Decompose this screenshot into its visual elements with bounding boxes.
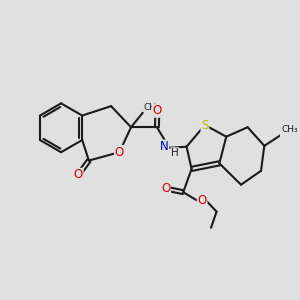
Text: O: O: [74, 169, 83, 182]
Text: O: O: [161, 182, 170, 195]
Text: CH₃: CH₃: [281, 125, 298, 134]
Text: O: O: [197, 194, 207, 207]
Text: CH₃: CH₃: [144, 103, 160, 112]
Text: N: N: [160, 140, 169, 153]
Text: S: S: [201, 118, 208, 131]
Text: H: H: [171, 148, 179, 158]
Text: O: O: [115, 146, 124, 159]
Text: O: O: [153, 104, 162, 117]
